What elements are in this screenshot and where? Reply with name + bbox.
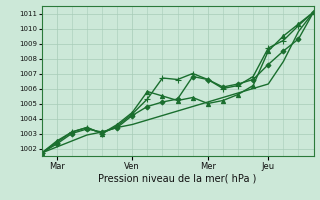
X-axis label: Pression niveau de la mer( hPa ): Pression niveau de la mer( hPa ): [99, 173, 257, 183]
